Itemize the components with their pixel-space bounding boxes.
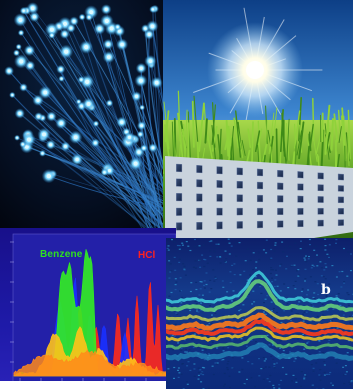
solar-panel-sun-icon	[163, 0, 353, 252]
hcl-label: HCl	[138, 250, 156, 261]
fiber-optic-cables-icon	[0, 0, 172, 236]
benzene-label: Benzene	[40, 249, 83, 260]
oct-scan-panel: b	[166, 238, 353, 389]
spectrum-panel: Benzene HCl	[0, 228, 176, 389]
spectrum-chart-graphic	[0, 228, 176, 389]
panel-letter-b: b	[321, 282, 331, 298]
retina-oct-image	[166, 238, 353, 389]
solar-panel-panel	[163, 0, 353, 252]
fiber-optics-panel	[0, 0, 172, 236]
